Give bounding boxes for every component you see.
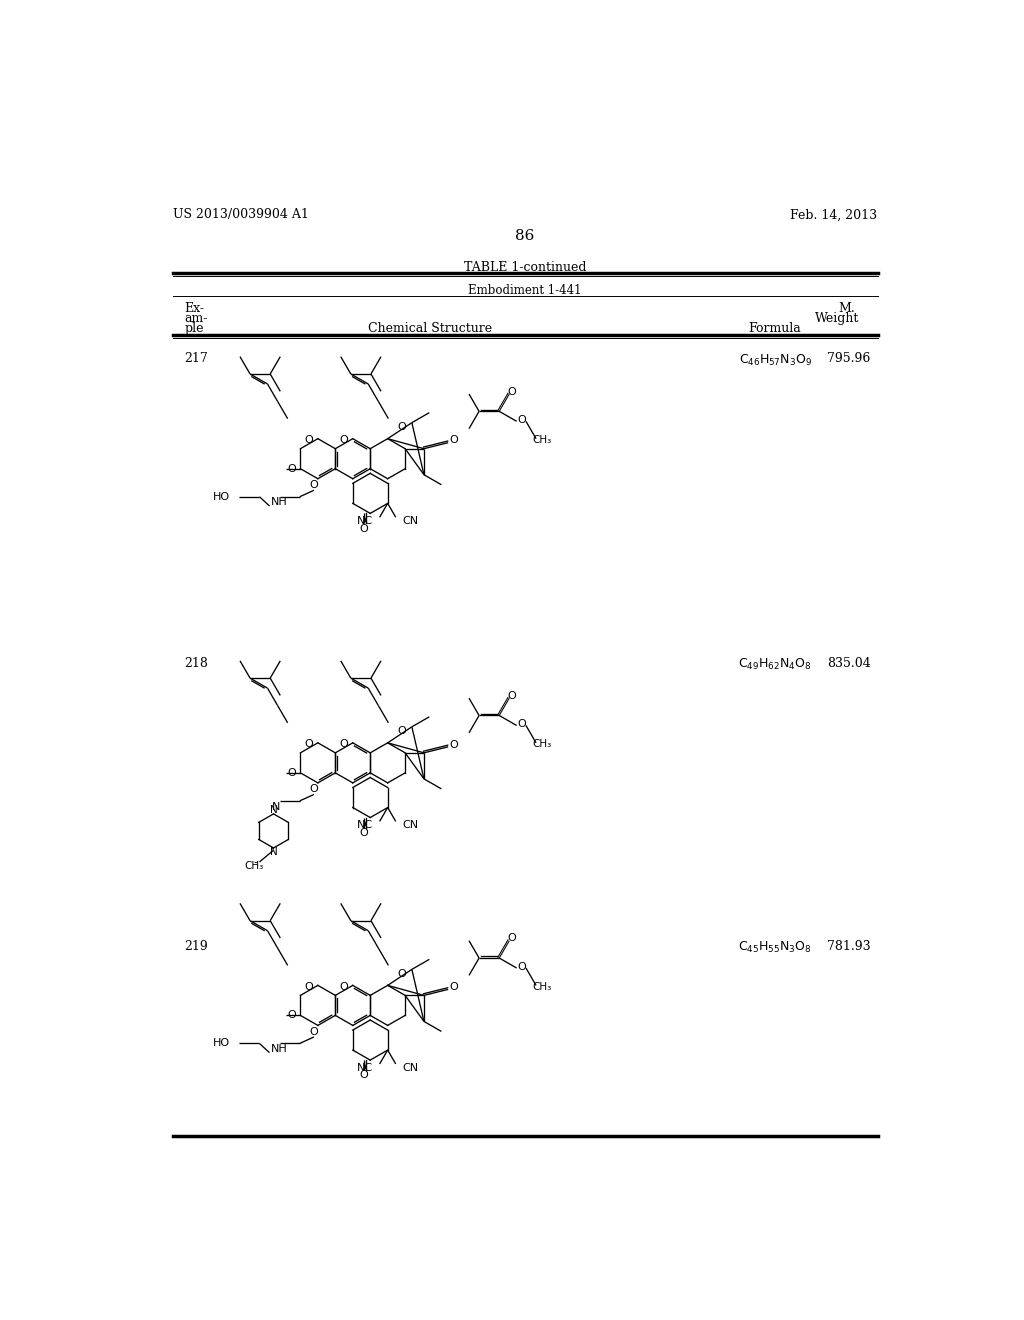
Text: 835.04: 835.04 — [826, 657, 870, 671]
Text: O: O — [305, 434, 313, 445]
Text: -: - — [254, 857, 258, 867]
Text: NH: NH — [271, 498, 288, 507]
Text: N: N — [269, 847, 278, 857]
Text: 219: 219 — [184, 940, 208, 953]
Text: CN: CN — [402, 516, 418, 527]
Text: 217: 217 — [184, 352, 208, 366]
Text: O: O — [287, 1010, 296, 1020]
Text: O: O — [450, 982, 458, 993]
Text: CN: CN — [402, 1063, 418, 1073]
Text: am-: am- — [184, 312, 208, 325]
Text: O: O — [309, 480, 318, 490]
Text: 795.96: 795.96 — [827, 352, 870, 366]
Text: $\mathrm{C_{45}H_{55}N_3O_8}$: $\mathrm{C_{45}H_{55}N_3O_8}$ — [738, 940, 812, 956]
Text: CH₃: CH₃ — [245, 861, 264, 871]
Text: Embodiment 1-441: Embodiment 1-441 — [468, 284, 582, 297]
Text: O: O — [359, 828, 369, 838]
Text: HO: HO — [213, 1039, 230, 1048]
Text: O: O — [287, 768, 296, 777]
Text: O: O — [507, 387, 516, 397]
Text: 781.93: 781.93 — [826, 940, 870, 953]
Text: O: O — [397, 422, 407, 432]
Text: NC: NC — [357, 820, 374, 830]
Text: O: O — [309, 1027, 318, 1036]
Text: CH₃: CH₃ — [532, 982, 552, 991]
Text: O: O — [507, 690, 516, 701]
Text: 86: 86 — [515, 230, 535, 243]
Text: $\mathrm{C_{49}H_{62}N_4O_8}$: $\mathrm{C_{49}H_{62}N_4O_8}$ — [738, 657, 812, 672]
Text: O: O — [517, 719, 525, 729]
Text: Feb. 14, 2013: Feb. 14, 2013 — [790, 209, 877, 222]
Text: O: O — [517, 961, 525, 972]
Text: O: O — [305, 982, 313, 991]
Text: NC: NC — [357, 516, 374, 527]
Text: HO: HO — [213, 492, 230, 502]
Text: O: O — [287, 463, 296, 474]
Text: 218: 218 — [184, 657, 209, 671]
Text: CH₃: CH₃ — [532, 436, 552, 445]
Text: CH₃: CH₃ — [532, 739, 552, 750]
Text: $\mathrm{C_{46}H_{57}N_3O_9}$: $\mathrm{C_{46}H_{57}N_3O_9}$ — [738, 352, 812, 367]
Text: TABLE 1-continued: TABLE 1-continued — [464, 261, 586, 273]
Text: US 2013/0039904 A1: US 2013/0039904 A1 — [173, 209, 309, 222]
Text: O: O — [309, 784, 318, 795]
Text: Ex-: Ex- — [184, 302, 205, 314]
Text: ple: ple — [184, 322, 204, 335]
Text: O: O — [305, 739, 313, 748]
Text: M.: M. — [839, 302, 855, 314]
Text: CN: CN — [402, 820, 418, 830]
Text: O: O — [359, 1071, 369, 1081]
Text: O: O — [340, 434, 348, 445]
Text: NH: NH — [271, 1044, 288, 1053]
Text: N: N — [269, 805, 278, 814]
Text: Chemical Structure: Chemical Structure — [369, 322, 493, 335]
Text: O: O — [359, 524, 369, 533]
Text: O: O — [340, 982, 348, 991]
Text: O: O — [397, 969, 407, 978]
Text: O: O — [450, 739, 458, 750]
Text: Weight: Weight — [814, 312, 859, 325]
Text: O: O — [340, 739, 348, 748]
Text: N: N — [272, 803, 281, 812]
Text: O: O — [397, 726, 407, 737]
Text: NC: NC — [357, 1063, 374, 1073]
Text: Formula: Formula — [749, 322, 802, 335]
Text: O: O — [450, 436, 458, 445]
Text: O: O — [507, 933, 516, 944]
Text: O: O — [517, 414, 525, 425]
